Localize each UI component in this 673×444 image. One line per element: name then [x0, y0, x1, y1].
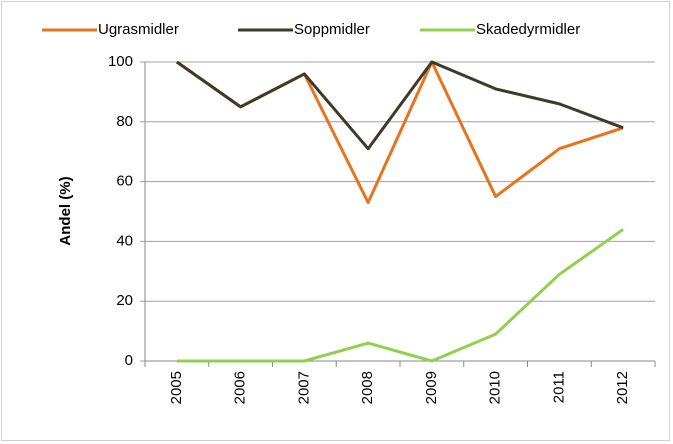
y-tick-label: 60 — [116, 173, 133, 190]
x-tick-label: 2007 — [295, 371, 312, 404]
y-tick-label: 40 — [116, 232, 133, 249]
y-tick-label: 80 — [116, 113, 133, 130]
y-tick-label: 20 — [116, 292, 133, 309]
y-tick-label: 0 — [125, 352, 133, 369]
x-tick-label: 2011 — [550, 371, 567, 403]
y-axis-title: Andel (%) — [57, 176, 74, 245]
x-tick-label: 2008 — [359, 371, 376, 404]
legend-label: Soppmidler — [294, 21, 370, 38]
x-tick-label: 2012 — [614, 371, 631, 404]
x-tick-label: 2010 — [487, 371, 504, 404]
legend-label: Skadedyrmidler — [476, 21, 580, 38]
x-tick-label: 2005 — [168, 371, 185, 404]
x-tick-label: 2006 — [232, 371, 249, 404]
legend-label: Ugrasmidler — [98, 21, 179, 38]
series-line — [176, 228, 624, 363]
x-tick-label: 2009 — [423, 371, 440, 404]
series-line — [176, 60, 624, 151]
y-tick-label: 100 — [108, 53, 133, 70]
